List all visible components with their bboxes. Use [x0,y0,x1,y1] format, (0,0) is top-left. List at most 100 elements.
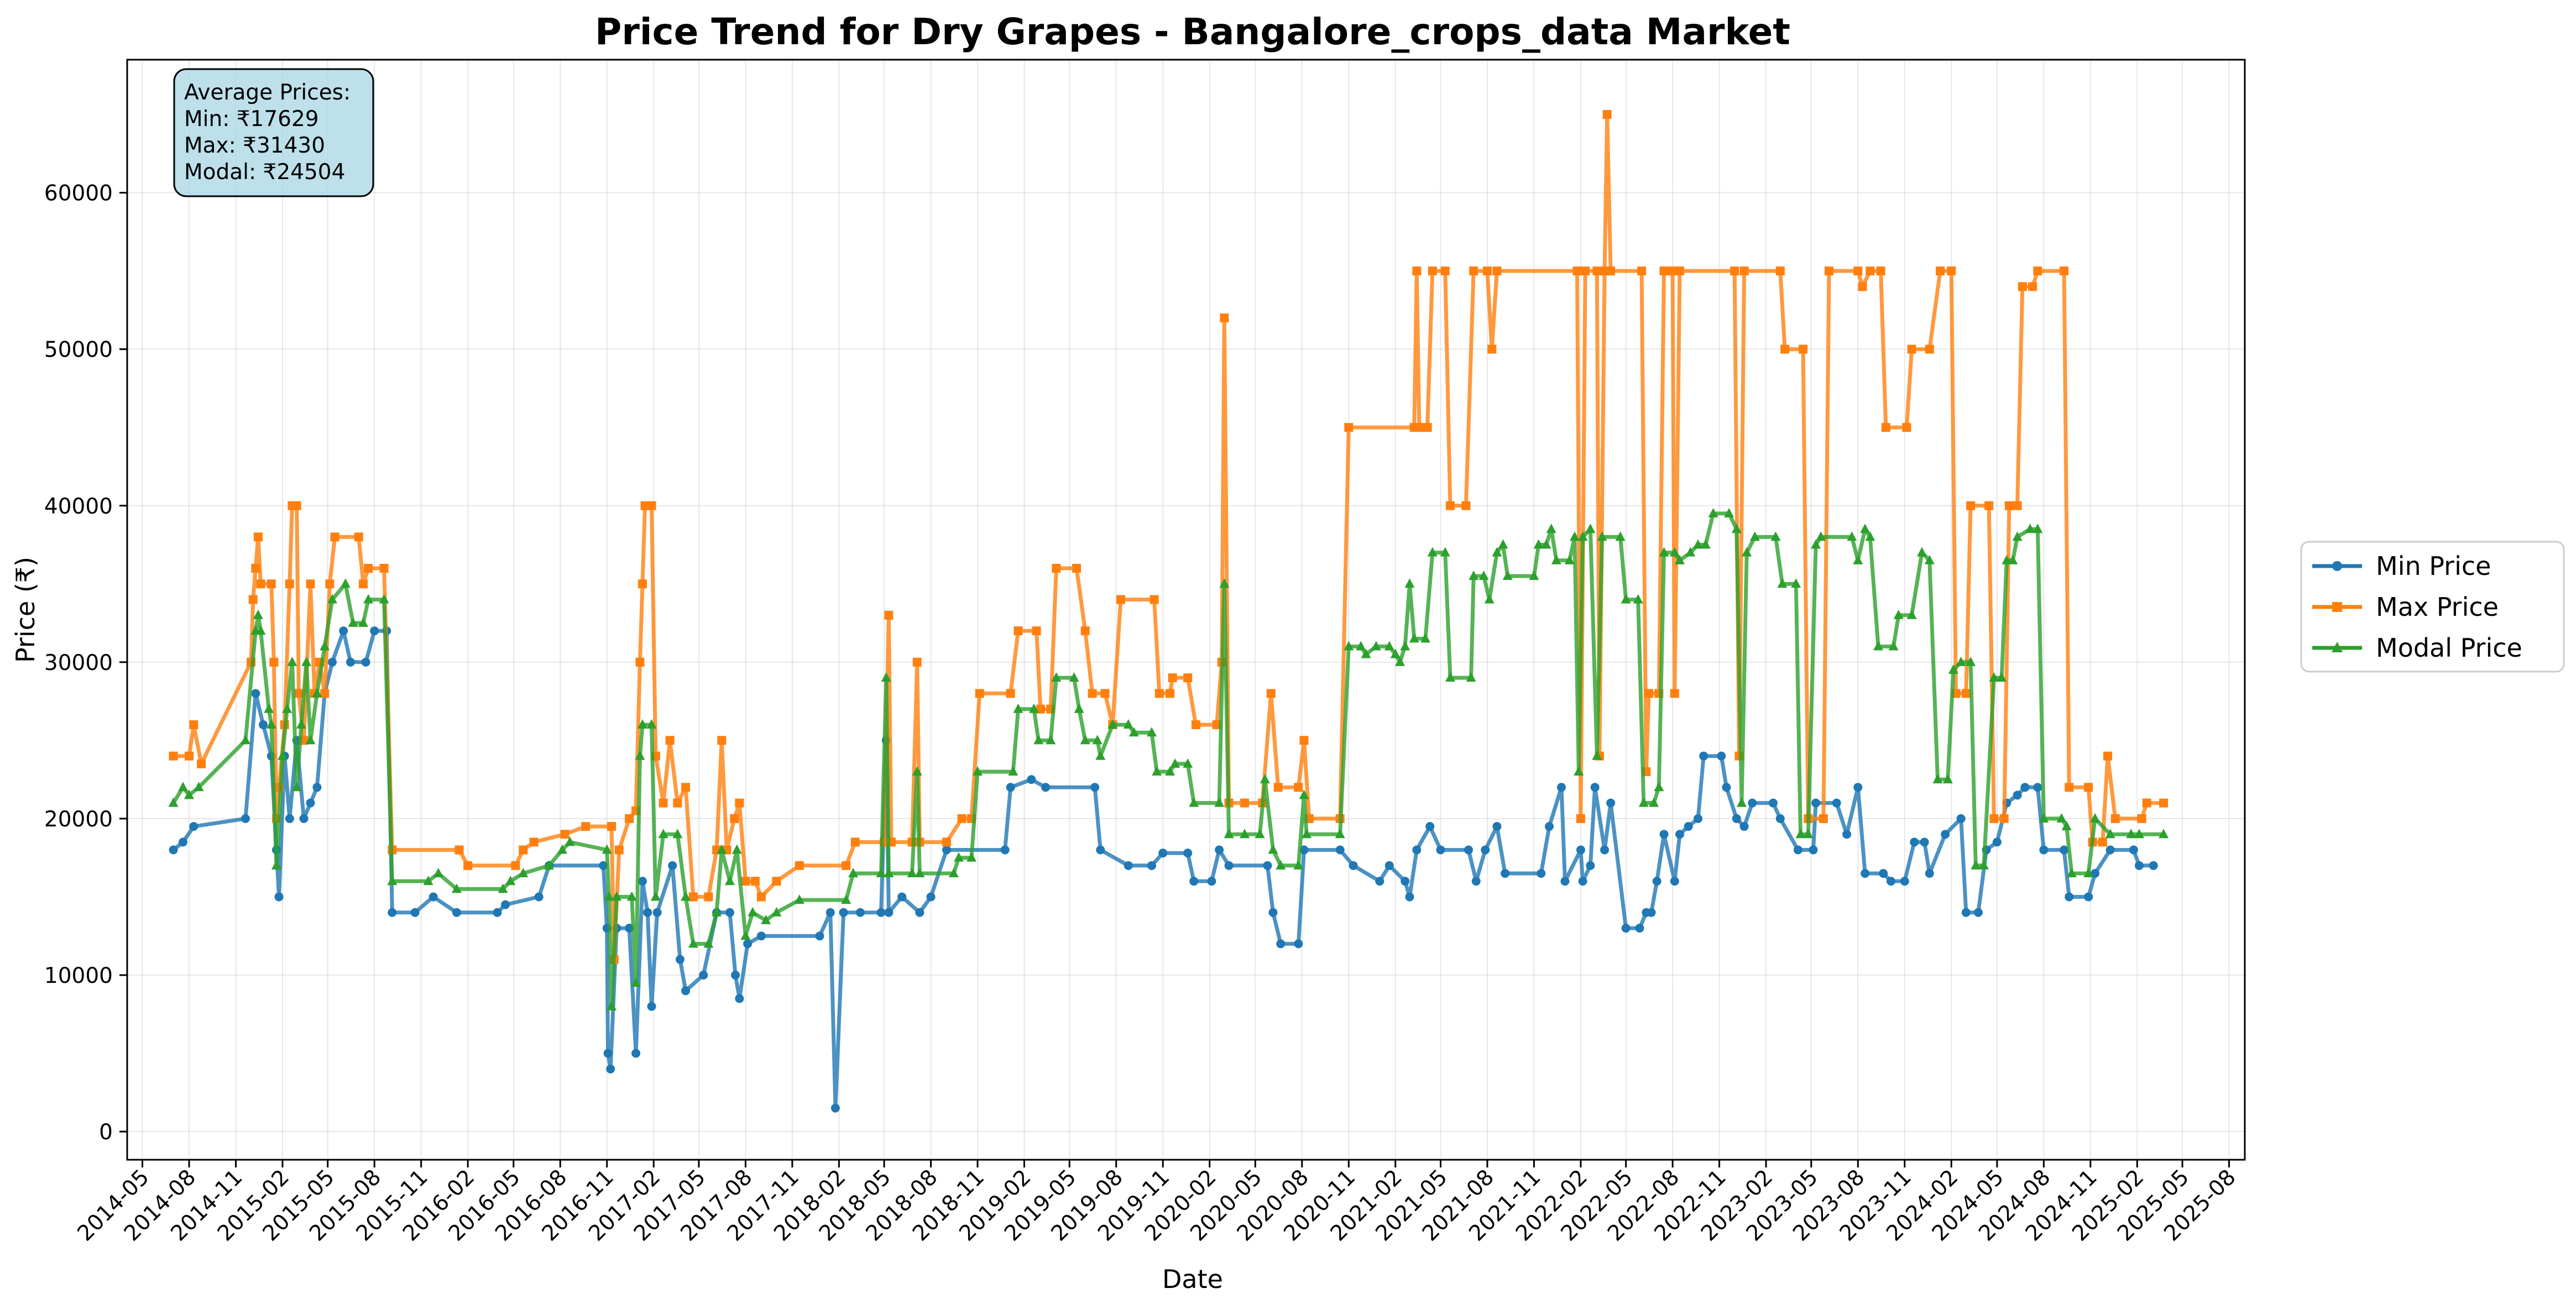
data-point-modal-price [2039,813,2049,823]
data-point-modal-price [1916,547,1927,557]
data-point-max-price [1819,814,1828,823]
data-point-modal-price [1533,539,1544,549]
legend-label-min-price: Min Price [2376,551,2491,581]
data-point-modal-price [1615,531,1626,541]
data-point-modal-price [703,938,714,948]
data-point-modal-price [253,609,263,619]
data-point-modal-price [1633,594,1643,604]
data-point-modal-price [423,876,433,886]
data-point-min-price [1861,868,1870,878]
data-point-min-price [631,1049,641,1058]
data-point-max-price [1052,563,1061,573]
data-point-modal-price [1638,797,1649,807]
data-point-min-price [2149,861,2158,870]
data-point-min-price [285,814,294,823]
data-point-max-price [1191,720,1200,730]
data-point-min-price [1879,868,1888,878]
data-point-min-price [259,720,268,730]
data-point-max-price [1947,266,1956,276]
data-point-max-price [511,861,520,870]
data-point-max-price [1100,689,1110,698]
data-point-min-price [452,908,461,917]
data-point-max-price [1428,266,1437,276]
data-point-min-price [1224,861,1234,870]
data-point-modal-price [1551,554,1561,564]
data-point-modal-price [2090,813,2100,823]
data-point-max-price [741,877,750,886]
data-point-max-price [1445,501,1455,510]
data-point-max-price [1154,689,1164,698]
data-point-modal-price [266,719,276,729]
stats-max: Max: ₹31430 [184,133,325,158]
data-point-max-price [1461,501,1471,510]
data-point-min-price [370,626,379,636]
data-point-min-price [2039,845,2049,855]
data-point-min-price [1436,845,1445,855]
data-point-modal-price [1649,797,1659,807]
data-point-max-price [1644,689,1653,698]
data-point-max-price [614,845,624,855]
data-point-modal-price [1574,766,1584,776]
data-point-max-price [169,751,178,761]
data-point-min-price [189,822,198,831]
data-point-modal-price [1214,797,1225,807]
data-point-min-price [603,1049,613,1058]
data-point-max-price [2060,266,2069,276]
data-point-max-price [659,798,668,808]
data-point-modal-price [1466,672,1476,682]
data-point-modal-price [1948,664,1958,674]
data-point-modal-price [1268,844,1278,854]
data-point-max-price [1858,282,1867,291]
data-point-modal-price [1724,507,1734,517]
data-point-max-price [320,689,330,698]
data-point-modal-price [1498,539,1508,549]
data-point-max-price [1344,423,1354,432]
data-point-modal-price [2032,523,2043,533]
data-point-modal-price [1893,609,1904,619]
data-point-min-price [1384,861,1394,870]
data-point-min-price [1158,849,1168,858]
legend-label-modal-price: Modal Price [2376,633,2522,663]
data-point-max-price [2018,282,2027,291]
data-point-modal-price [1795,829,1806,839]
data-point-modal-price [379,594,389,604]
data-point-modal-price [1051,672,1062,682]
data-point-max-price [1036,704,1045,714]
data-point-max-price [364,563,373,573]
data-point-max-price [1576,814,1585,823]
data-point-min-price [1853,783,1863,792]
data-point-modal-price [740,930,751,940]
data-point-min-price [1471,877,1481,886]
data-point-modal-price [1165,766,1175,776]
data-point-modal-price [848,867,859,877]
data-point-modal-price [1046,735,1056,745]
data-point-modal-price [1592,750,1602,760]
data-point-min-price [1842,830,1852,839]
data-point-min-price [1768,798,1778,808]
data-point-max-price [1266,689,1276,698]
data-point-max-price [1984,501,1994,510]
data-point-max-price [850,837,860,847]
data-point-modal-price [2008,554,2018,564]
data-point-modal-price [1390,648,1401,658]
data-point-min-price [1335,845,1345,855]
y-axis-ticks: 0 10000 20000 30000 40000 50000 60000 [44,181,127,1145]
data-point-modal-price [340,578,351,588]
data-point-modal-price [1956,656,1966,666]
data-point-modal-price [1152,766,1162,776]
legend: Min Price Max Price Modal Price [2300,541,2565,673]
data-point-max-price [358,579,368,589]
data-point-min-price [876,908,886,917]
data-point-min-price [1732,814,1741,823]
data-point-modal-price [1302,829,1312,839]
data-point-modal-price [240,735,250,745]
data-point-min-price [1956,814,1966,823]
data-point-max-price [1668,266,1678,276]
data-point-max-price [1966,501,1976,510]
data-point-modal-price [2061,821,2072,831]
data-point-max-price [1414,423,1424,432]
data-point-max-price [750,877,760,886]
data-point-max-price [2065,783,2074,792]
data-point-max-price [1299,736,1309,745]
